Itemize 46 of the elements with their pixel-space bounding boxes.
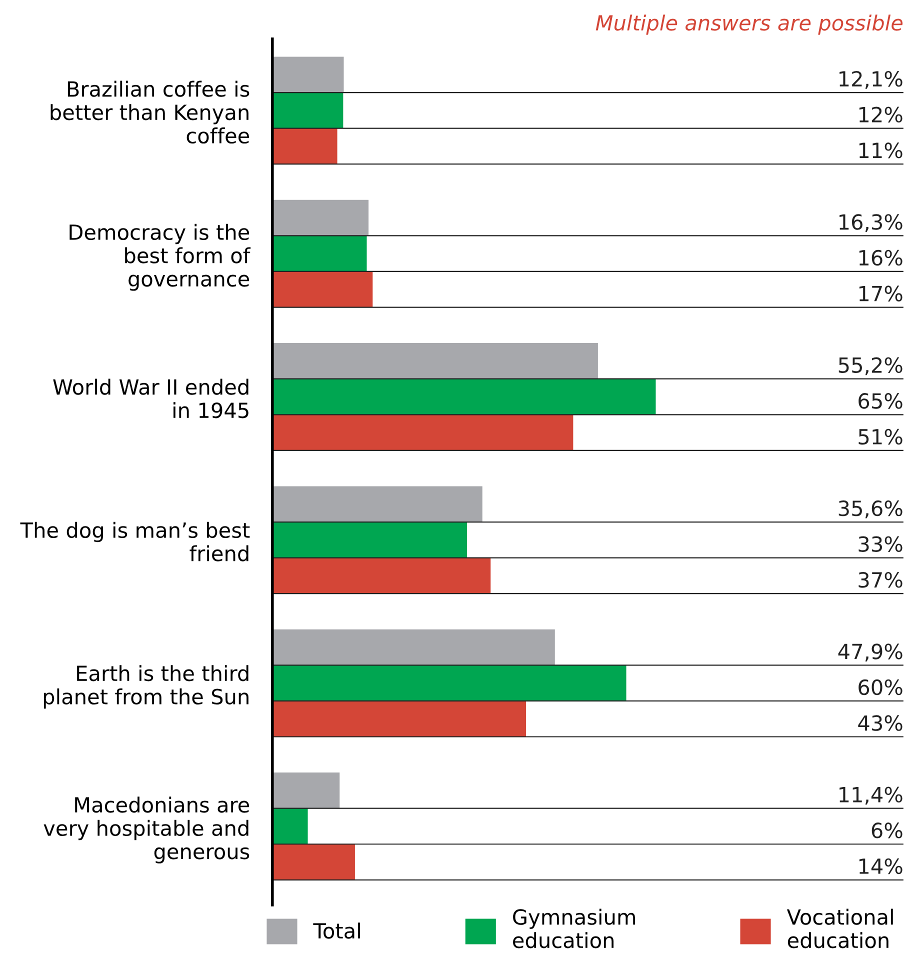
y-tick-label: Brazilian coffee is better than Kenyan coffee xyxy=(50,80,250,144)
legend-label: Total xyxy=(313,922,360,939)
y-tick-label: The dog is man’s best friend xyxy=(20,522,250,562)
data-label: 6% xyxy=(872,822,902,838)
data-label: 17% xyxy=(859,286,902,302)
data-label: 37% xyxy=(858,572,902,588)
y-tick-label: Earth is the third planet from the Sun xyxy=(44,665,248,709)
bar xyxy=(272,271,373,308)
data-label: 47,9% xyxy=(838,644,902,662)
data-label: 11% xyxy=(859,142,902,158)
bar xyxy=(272,558,491,594)
data-label: 16,3% xyxy=(840,214,902,232)
y-tick-label: Democracy is the best form of governance xyxy=(70,224,251,291)
data-label: 55,2% xyxy=(838,357,902,376)
y-tick-label: Macedonians are very hospitable and generous xyxy=(44,796,250,864)
data-label: 16% xyxy=(859,250,902,266)
bar xyxy=(272,378,656,415)
data-label: 12% xyxy=(859,106,902,122)
data-label: 11,4% xyxy=(840,786,902,805)
bar xyxy=(272,486,482,522)
bar xyxy=(272,700,526,737)
bar xyxy=(272,665,626,701)
bar xyxy=(272,200,369,236)
legend-label: Vocational education xyxy=(786,908,893,948)
data-label: 65% xyxy=(858,393,902,409)
bar xyxy=(272,414,574,450)
bar xyxy=(272,343,598,379)
y-tick-label: World War II ended in 1945 xyxy=(53,378,248,418)
bar xyxy=(272,808,308,844)
bar xyxy=(272,522,468,558)
data-label: 33% xyxy=(858,536,902,552)
data-label: 35,6% xyxy=(838,500,902,518)
bar xyxy=(272,772,340,808)
bar xyxy=(272,844,355,880)
data-label: 60% xyxy=(858,679,902,696)
data-label: 43% xyxy=(858,715,902,731)
bar xyxy=(272,56,344,93)
bar xyxy=(272,92,344,128)
bar xyxy=(272,128,338,164)
legend-label: Gymnasium education xyxy=(513,908,635,948)
bar xyxy=(272,236,367,272)
data-label: 51% xyxy=(858,428,902,445)
bar xyxy=(272,629,555,666)
text: Multiple answers are possible xyxy=(596,14,903,35)
data-label: 12,1% xyxy=(840,70,902,89)
data-label: 14% xyxy=(859,858,902,874)
